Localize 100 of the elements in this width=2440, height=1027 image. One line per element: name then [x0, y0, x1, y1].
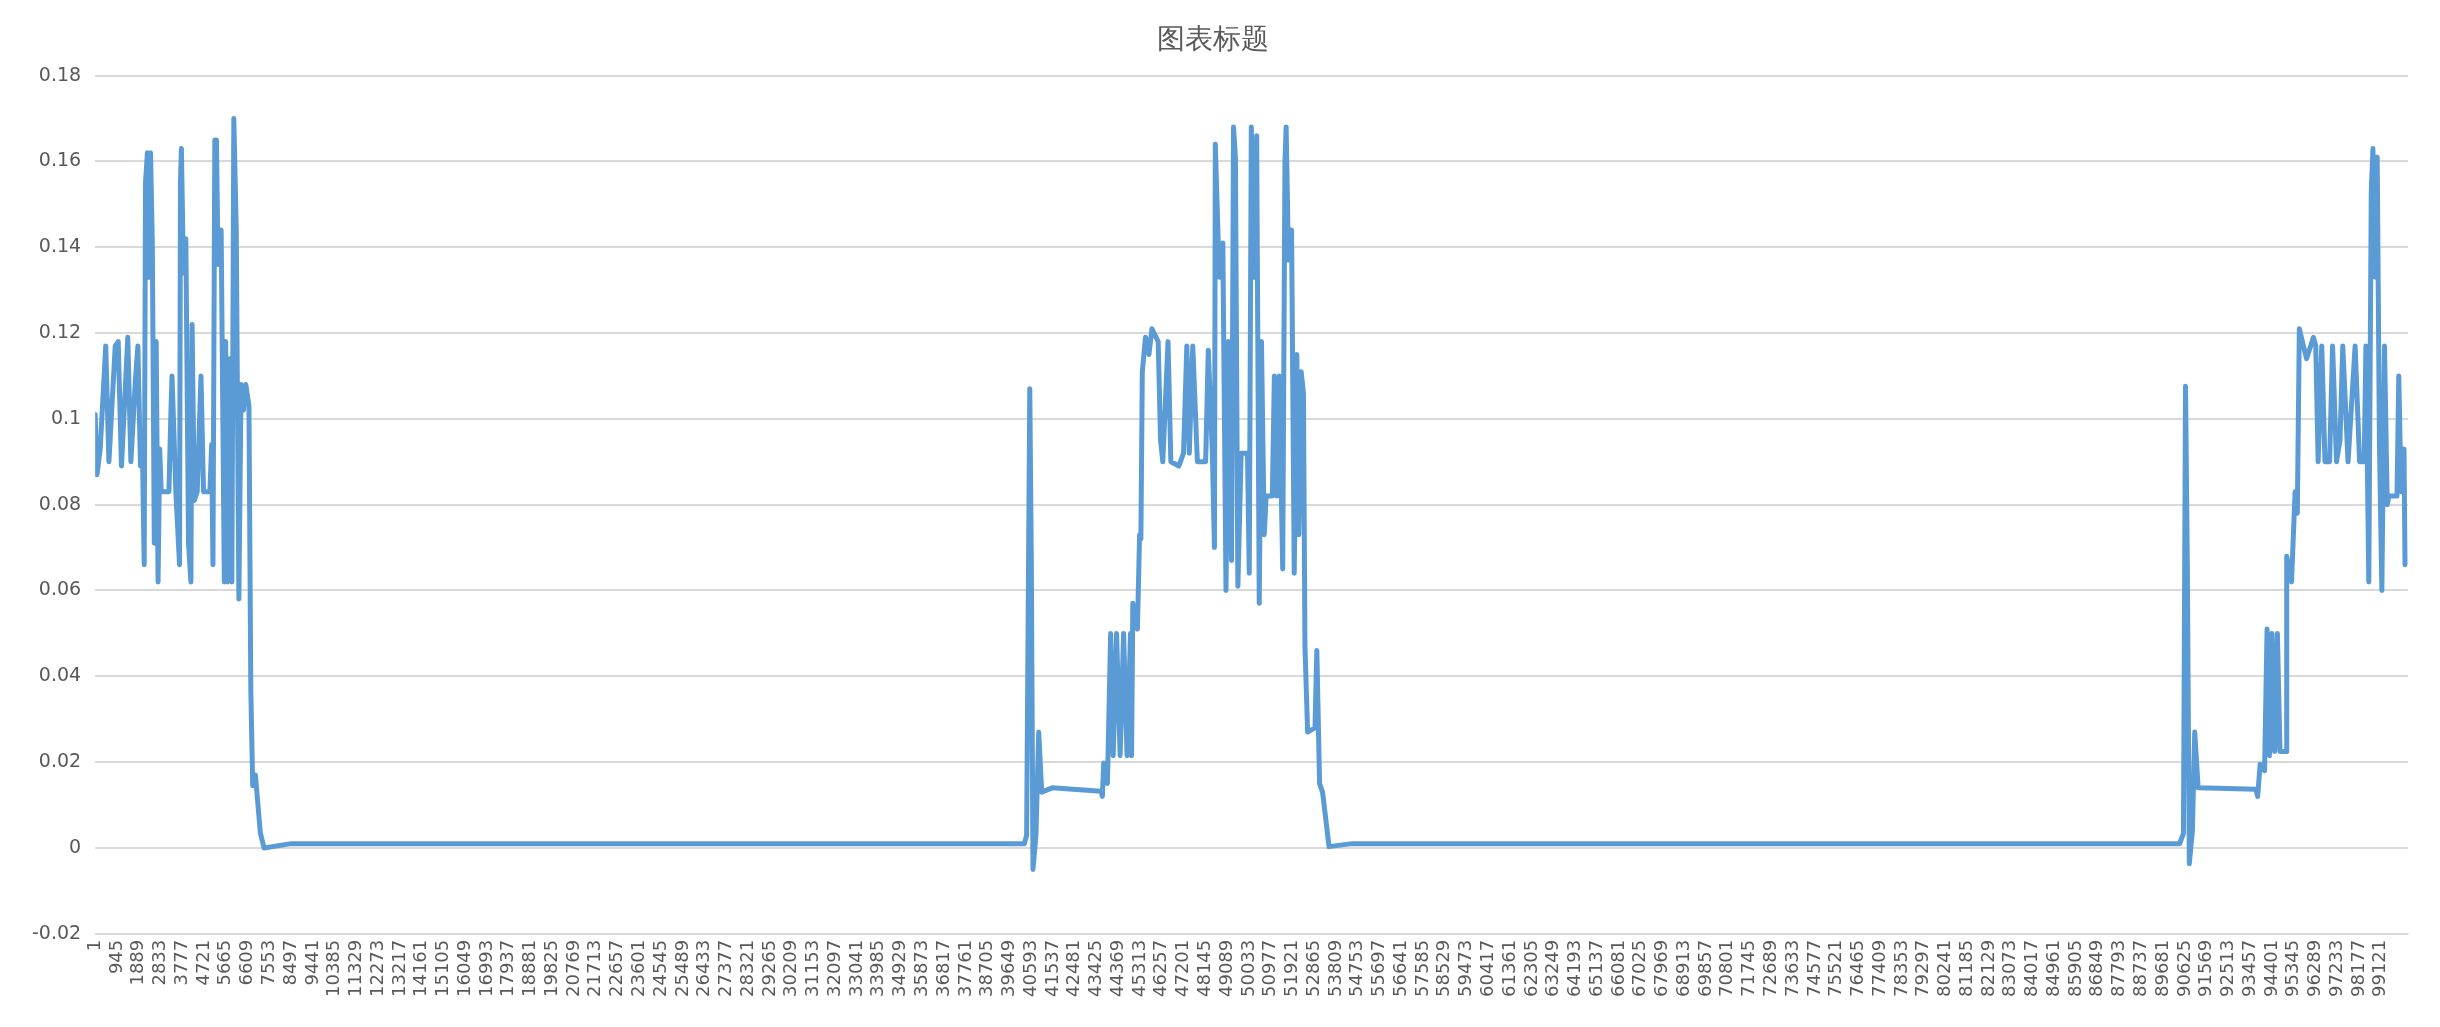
- x-tick-label: 74577: [1802, 939, 1824, 997]
- x-tick-label: 79297: [1911, 939, 1933, 997]
- x-tick-label: 25489: [670, 939, 692, 997]
- x-tick-label: 23601: [627, 939, 649, 997]
- x-tick-label: 43425: [1084, 939, 1106, 997]
- x-tick-label: 88737: [2129, 939, 2151, 997]
- x-tick-label: 16993: [474, 939, 496, 997]
- x-tick-label: 42481: [1062, 939, 1084, 997]
- x-tick-label: 67969: [1650, 939, 1672, 997]
- x-tick-label: 30209: [779, 939, 801, 997]
- x-tick-label: 81185: [1954, 939, 1976, 997]
- x-tick-label: 77409: [1867, 939, 1889, 997]
- x-tick-label: 14161: [409, 939, 431, 997]
- x-tick-label: 29265: [757, 939, 779, 997]
- x-tick-label: 83073: [1998, 939, 2020, 997]
- x-tick-label: 73633: [1780, 939, 1802, 997]
- x-tick-label: 56641: [1388, 939, 1410, 997]
- x-tick-label: 98177: [2346, 939, 2368, 997]
- x-tick-label: 61361: [1497, 939, 1519, 997]
- x-tick-label: 65137: [1584, 939, 1606, 997]
- x-tick-label: 11329: [344, 939, 366, 997]
- y-tick-label: 0.14: [38, 234, 82, 257]
- x-tick-label: 16049: [452, 939, 474, 997]
- x-tick-label: 24545: [648, 939, 670, 997]
- x-tick-label: 38705: [975, 939, 997, 997]
- y-tick-label: 0.02: [38, 749, 82, 772]
- x-tick-label: 44369: [1105, 939, 1127, 997]
- x-tick-label: 95345: [2281, 939, 2303, 997]
- x-tick-label: 33985: [866, 939, 888, 997]
- y-tick-label: 0.06: [38, 577, 82, 600]
- x-tick-label: 84017: [2020, 939, 2042, 997]
- x-tick-label: 7553: [256, 939, 278, 986]
- x-tick-label: 50977: [1258, 939, 1280, 997]
- x-tick-label: 75521: [1824, 939, 1846, 997]
- x-tick-label: 87793: [2107, 939, 2129, 997]
- x-tick-label: 8497: [278, 939, 300, 986]
- x-tick-label: 47201: [1171, 939, 1193, 997]
- x-tick-label: 68913: [1671, 939, 1693, 997]
- x-tick-label: 54753: [1345, 939, 1367, 997]
- x-tick-label: 22657: [605, 939, 627, 997]
- x-tick-label: 71745: [1737, 939, 1759, 997]
- x-tick-label: 34929: [888, 939, 910, 997]
- x-tick-label: 69857: [1693, 939, 1715, 997]
- x-tick-label: 48145: [1193, 939, 1215, 997]
- x-tick-label: 37761: [953, 939, 975, 997]
- y-tick-label: 0.08: [38, 491, 82, 514]
- x-tick-label: 41537: [1040, 939, 1062, 997]
- x-tick-label: 12273: [365, 939, 387, 997]
- x-tick-label: 49089: [1214, 939, 1236, 997]
- x-tick-label: 86849: [2085, 939, 2107, 997]
- x-tick-label: 4721: [191, 939, 213, 986]
- y-tick-label: 0.1: [50, 405, 82, 428]
- x-tick-label: 80241: [1933, 939, 1955, 997]
- x-tick-label: 53809: [1323, 939, 1345, 997]
- x-tick-label: 97233: [2324, 939, 2346, 997]
- x-tick-label: 66081: [1606, 939, 1628, 997]
- x-tick-label: 64193: [1563, 939, 1585, 997]
- x-tick-label: 28321: [735, 939, 757, 997]
- x-tick-label: 67025: [1628, 939, 1650, 997]
- x-tick-label: 1889: [126, 939, 148, 986]
- x-tick-label: 32097: [822, 939, 844, 997]
- x-tick-label: 26433: [692, 939, 714, 997]
- x-tick-label: 92513: [2216, 939, 2238, 997]
- x-tick-label: 45313: [1127, 939, 1149, 997]
- x-tick-label: 36817: [931, 939, 953, 997]
- x-tick-label: 27377: [714, 939, 736, 997]
- x-tick-label: 17937: [496, 939, 518, 997]
- x-tick-label: 13217: [387, 939, 409, 997]
- x-tick-label: 70801: [1715, 939, 1737, 997]
- x-tick-label: 3777: [169, 939, 191, 986]
- x-tick-label: 89681: [2150, 939, 2172, 997]
- x-tick-label: 91569: [2194, 939, 2216, 997]
- x-tick-label: 96289: [2303, 939, 2325, 997]
- x-tick-label: 57585: [1410, 939, 1432, 997]
- y-tick-label: 0.04: [38, 663, 82, 686]
- x-tick-label: 10385: [322, 939, 344, 997]
- x-tick-label: 31153: [801, 939, 823, 997]
- x-tick-label: 2833: [148, 939, 170, 986]
- x-tick-label: 35873: [910, 939, 932, 997]
- x-tick-label: 99121: [2368, 939, 2390, 997]
- x-tick-label: 9441: [300, 939, 322, 986]
- x-tick-label: 46257: [1149, 939, 1171, 997]
- y-tick-label: -0.02: [31, 920, 82, 943]
- x-tick-label: 945: [104, 939, 126, 975]
- x-tick-label: 94401: [2259, 939, 2281, 997]
- x-tick-label: 63249: [1541, 939, 1563, 997]
- x-tick-label: 58529: [1432, 939, 1454, 997]
- x-tick-label: 21713: [583, 939, 605, 997]
- x-tick-label: 82129: [1976, 939, 1998, 997]
- x-tick-label: 59473: [1454, 939, 1476, 997]
- y-tick-label: 0.18: [38, 62, 82, 85]
- x-tick-label: 6609: [235, 939, 257, 986]
- x-tick-label: 93457: [2237, 939, 2259, 997]
- x-tick-label: 50033: [1236, 939, 1258, 997]
- x-tick-label: 78353: [1889, 939, 1911, 997]
- y-tick-label: 0.12: [38, 319, 82, 342]
- x-tick-label: 40593: [1018, 939, 1040, 997]
- x-tick-label: 18881: [518, 939, 540, 997]
- x-tick-label: 33041: [844, 939, 866, 997]
- y-tick-label: 0: [69, 834, 82, 857]
